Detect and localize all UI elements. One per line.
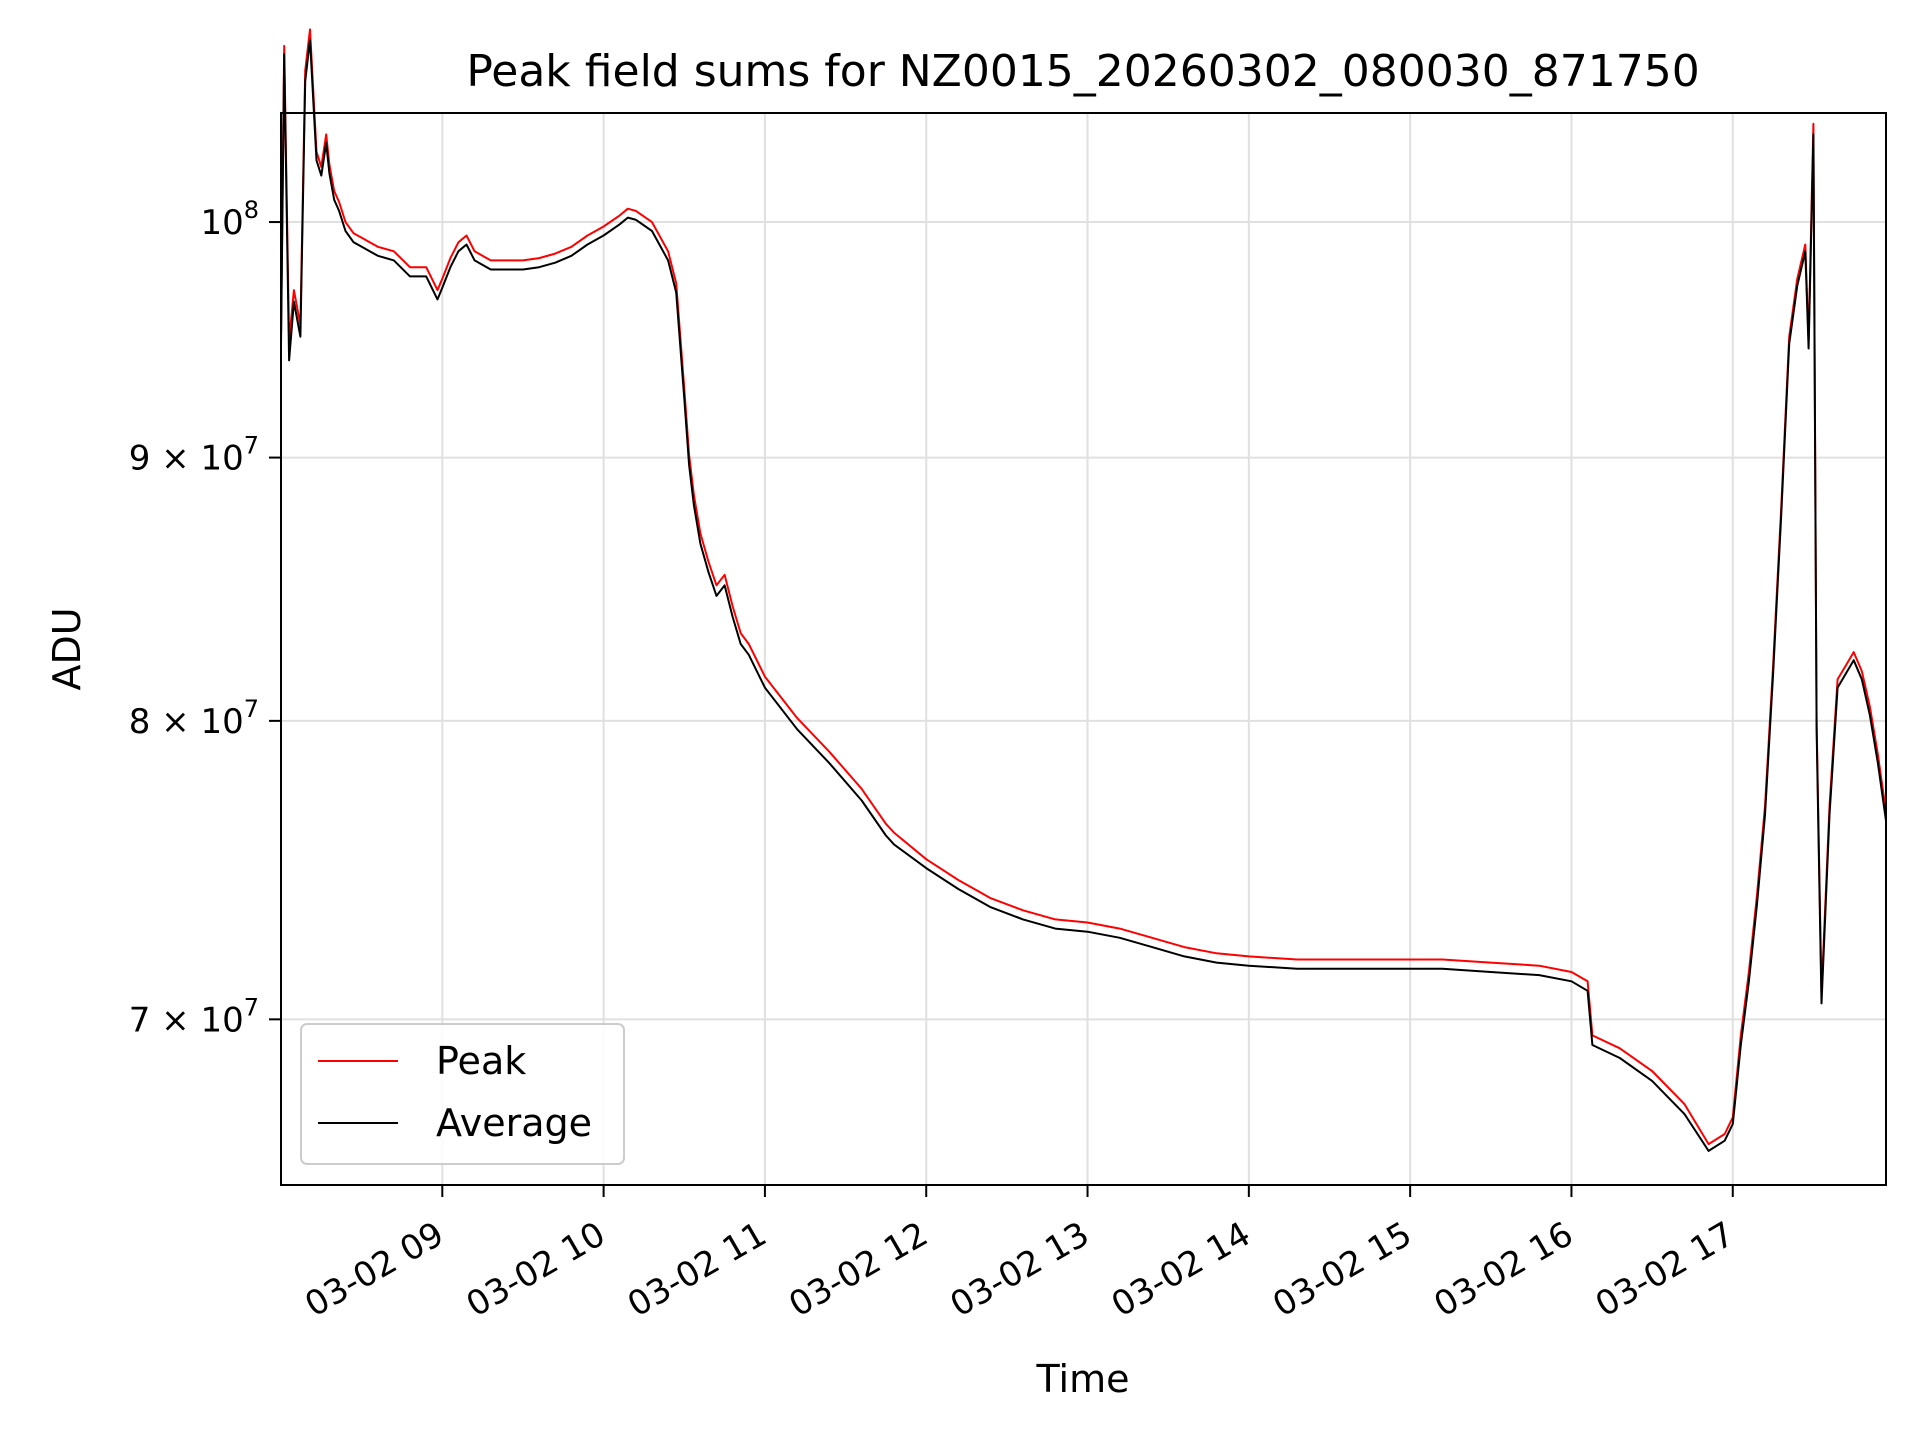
x-axis: 03-02 09 03-02 10 03-02 11 03-02 12 03-02 13… xyxy=(298,1185,1741,1325)
y-tick-label: 9 × 107 xyxy=(129,432,259,479)
series-group xyxy=(280,28,1887,1152)
x-tick-label: 03-02 13 xyxy=(944,1214,1096,1325)
y-axis-label: ADU xyxy=(45,607,89,690)
legend-label-average: Average xyxy=(436,1101,592,1145)
y-tick-label: 108 xyxy=(200,196,259,243)
x-tick-label: 03-02 11 xyxy=(621,1214,773,1325)
x-tick-label: 03-02 15 xyxy=(1266,1214,1418,1325)
grid xyxy=(281,113,1886,1185)
y-tick-label: 7 × 107 xyxy=(129,993,259,1040)
x-tick-label: 03-02 12 xyxy=(782,1214,934,1325)
plot-frame xyxy=(280,112,1887,1186)
x-axis-label: Time xyxy=(1036,1357,1130,1401)
legend-box xyxy=(300,1023,625,1165)
series-line-peak xyxy=(280,28,1887,1146)
y-axis: 7 × 107 8 × 107 9 × 107 108 xyxy=(129,196,281,1040)
x-tick-label: 03-02 10 xyxy=(460,1214,612,1325)
x-tick-label: 03-02 09 xyxy=(298,1214,450,1325)
chart-title: Peak field sums for NZ0015_20260302_0800… xyxy=(466,46,1699,97)
legend-label-peak: Peak xyxy=(436,1039,526,1083)
x-tick-label: 03-02 17 xyxy=(1589,1214,1741,1325)
y-tick-label: 8 × 107 xyxy=(129,695,259,742)
legend: Peak Average xyxy=(300,1023,625,1165)
x-tick-label: 03-02 14 xyxy=(1105,1214,1257,1325)
x-tick-label: 03-02 16 xyxy=(1428,1214,1580,1325)
series-line-average xyxy=(280,38,1887,1152)
